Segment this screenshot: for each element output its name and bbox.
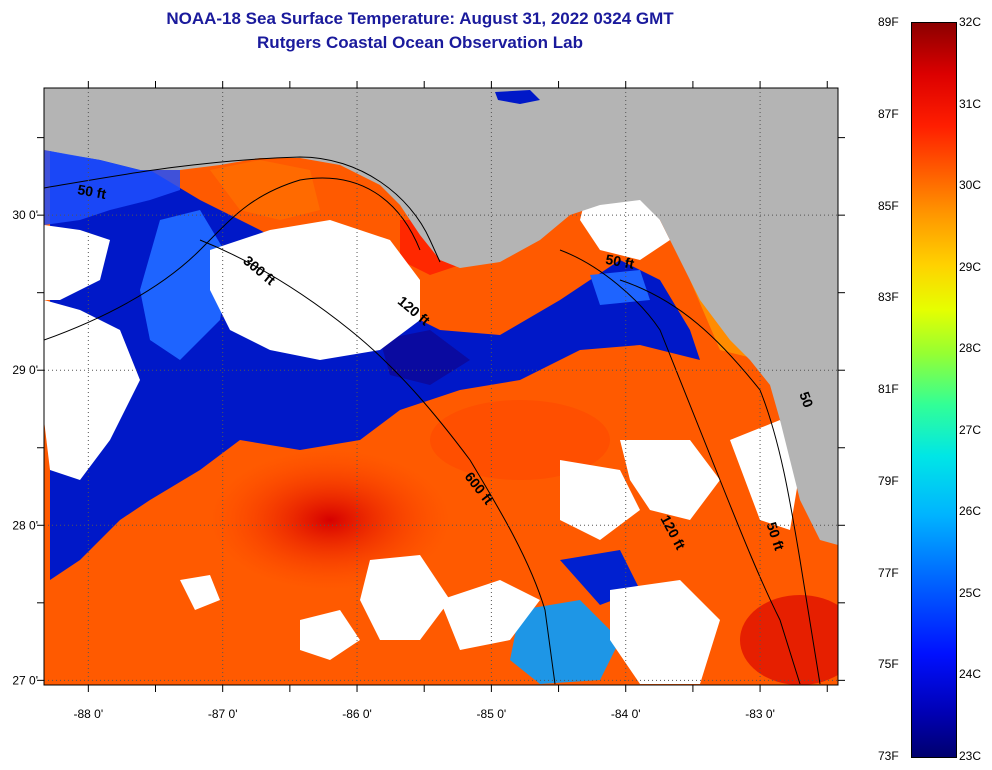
cloud-patch-8 [180, 575, 220, 610]
colorbar-celsius-label: 31C [959, 96, 982, 111]
cloud-mass-west [44, 300, 140, 480]
colorbar-fahrenheit-label: 87F [878, 106, 899, 121]
warm-coastal-panhandle [210, 160, 320, 220]
map-subtitle: Rutgers Coastal Ocean Observation Lab [257, 33, 583, 52]
cloud-patch-3 [360, 555, 450, 640]
map-frame [43, 87, 839, 686]
colorbar-celsius-label: 23C [959, 749, 982, 763]
contour-120ft-north [44, 177, 421, 341]
colorbar-celsius-label: 25C [959, 585, 982, 600]
map-image [44, 88, 838, 685]
colorbar-celsius-label: 29C [959, 259, 982, 274]
warm-patch-southeast [740, 595, 838, 685]
colorbar-fahrenheit-label: 89F [878, 15, 899, 29]
bathymetry-contours [44, 156, 821, 685]
cool-patch-south [510, 600, 620, 684]
warm-patch-central [430, 400, 610, 480]
cloud-patch-4 [440, 580, 540, 650]
colorbar-fahrenheit-label: 85F [878, 198, 899, 213]
lat-tick-label: 28 0' [12, 518, 38, 532]
colorbar-celsius-label: 27C [959, 422, 982, 437]
colorbar-celsius-label: 28C [959, 341, 982, 356]
warm-core [210, 450, 450, 590]
axis-ticks: -88 0' -87 0' -86 0' -85 0' -84 0' -83 0' 30 0… [12, 81, 845, 721]
colorbar-celsius-label: 24C [959, 667, 982, 682]
colorbar-fahrenheit-label: 75F [878, 657, 899, 672]
land-mass [44, 88, 838, 545]
lat-tick-label: 30 0' [12, 208, 38, 222]
colorbar-fahrenheit-label: 77F [878, 565, 899, 580]
lon-tick-label: -86 0' [342, 707, 372, 721]
cloud-patch-1 [560, 460, 640, 540]
colorbar-fahrenheit-label: 83F [878, 290, 899, 305]
contour-50ft-south [619, 279, 821, 685]
mobile-bay-area [44, 150, 180, 225]
cool-patch-bigbend [590, 270, 650, 305]
cloud-patch-7 [300, 610, 360, 660]
colorbar-celsius-label: 26C [959, 504, 982, 519]
contour-120ft-south [559, 249, 801, 685]
contour-depth-label: 50 ft [604, 251, 635, 272]
colorbar-fahrenheit-label: 79F [878, 473, 899, 488]
cold-patch [380, 330, 470, 385]
contour-600ft [199, 239, 556, 685]
colorbar-fahrenheit-label: 73F [878, 749, 899, 763]
contour-50ft-north [44, 156, 441, 263]
inland-lake [495, 90, 540, 104]
cloud-patch-5 [610, 580, 720, 684]
contour-depth-label: 50 [796, 389, 816, 409]
colorbar-fahrenheit-label: 81F [878, 382, 899, 396]
lon-tick-label: -87 0' [208, 707, 238, 721]
graticule [44, 88, 838, 685]
lon-tick-label: -88 0' [74, 707, 104, 721]
lat-tick-label: 29 0' [12, 363, 38, 377]
colorbar-celsius-label: 30C [959, 178, 982, 193]
cloud-patch-6 [730, 420, 800, 530]
contour-depth-label: 50 ft [76, 181, 107, 202]
cool-eddy-west [140, 210, 230, 360]
lat-tick-label: 27 0' [12, 673, 38, 687]
lon-tick-label: -85 0' [477, 707, 507, 721]
lon-tick-label: -83 0' [745, 707, 775, 721]
cloud-mass-north [210, 220, 420, 360]
map-title: NOAA-18 Sea Surface Temperature: August … [166, 9, 674, 28]
cloud-west-coast [44, 225, 110, 300]
color-scale-bar [911, 22, 957, 758]
cloud-patch-2 [620, 440, 720, 520]
lon-tick-label: -84 0' [611, 707, 641, 721]
colorbar-celsius-label: 32C [959, 15, 982, 29]
